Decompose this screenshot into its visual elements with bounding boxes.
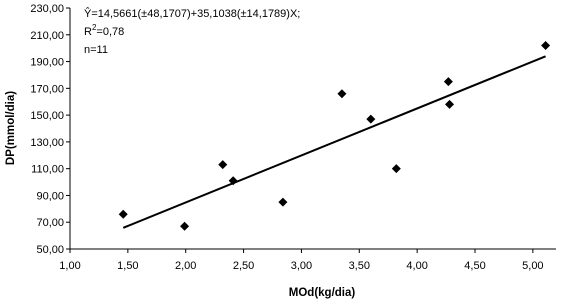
- x-tick-label: 5,00: [522, 260, 543, 272]
- y-tick-label: 70,00: [36, 217, 64, 229]
- r2-value: =0,78: [96, 26, 124, 38]
- point: [541, 40, 551, 50]
- x-axis-label: MOd(kg/dia): [289, 287, 356, 299]
- y-tick-label: 110,00: [31, 164, 64, 176]
- y-axis-label: DP(mmol/dia): [5, 91, 17, 165]
- y-tick-label: 90,00: [36, 190, 64, 202]
- point: [443, 77, 453, 87]
- r-squared: R2=0,78: [84, 23, 124, 38]
- point: [180, 221, 190, 231]
- point: [337, 89, 347, 99]
- x-tick-label: 2,00: [175, 260, 196, 272]
- x-tick-label: 3,50: [349, 260, 370, 272]
- y-tick-label: 130,00: [30, 137, 64, 149]
- x-tick-label: 4,00: [406, 260, 427, 272]
- point: [366, 114, 376, 124]
- point: [218, 160, 228, 170]
- equation: Ŷ=14,5661(±48,1707)+35,1038(±14,1789)X;: [84, 7, 300, 20]
- r2-prefix: R: [84, 26, 92, 38]
- y-tick-label: 170,00: [30, 83, 64, 95]
- y-tick-label: 190,00: [30, 57, 64, 69]
- x-tick-label: 3,00: [291, 260, 312, 272]
- point: [391, 164, 401, 174]
- r2-sup: 2: [92, 23, 97, 32]
- y-tick-label: 50,00: [36, 244, 64, 256]
- x-tick-label: 4,50: [464, 260, 485, 272]
- x-tick-label: 1,00: [59, 260, 80, 272]
- y-tick-label: 210,00: [30, 30, 64, 42]
- y-tick-label: 230,00: [30, 3, 64, 15]
- point: [278, 197, 288, 207]
- y-tick-label: 150,00: [30, 110, 64, 122]
- point: [445, 99, 455, 109]
- x-tick-label: 1,50: [117, 260, 138, 272]
- regression-line: [122, 55, 546, 229]
- n-count: n=11: [84, 44, 108, 56]
- x-tick-label: 2,50: [233, 260, 254, 272]
- point: [118, 209, 128, 219]
